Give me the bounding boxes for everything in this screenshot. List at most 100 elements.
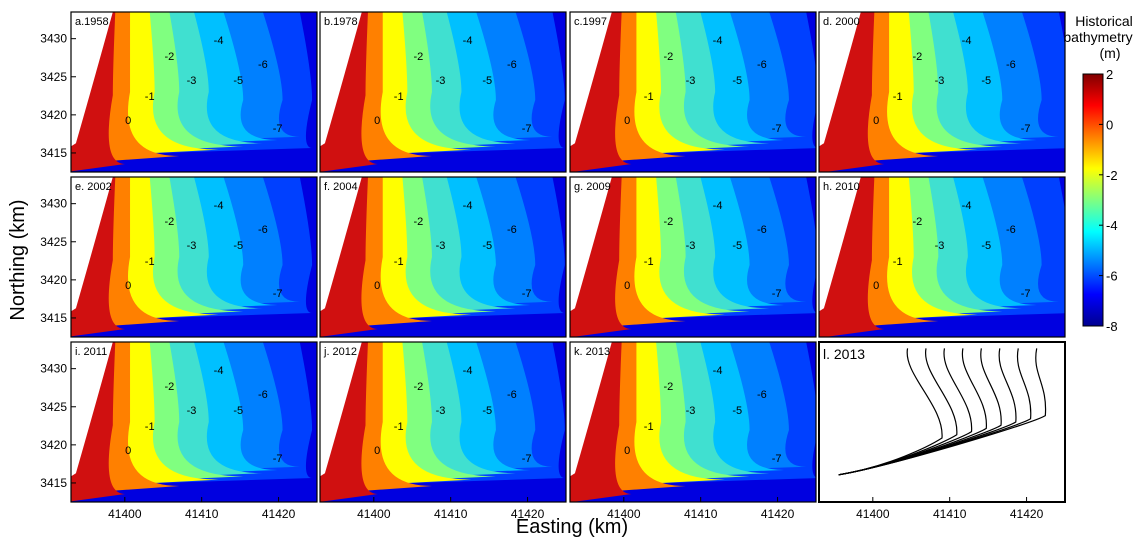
contour-label: 0: [125, 280, 131, 292]
contour-label: -6: [258, 389, 268, 401]
contour-label: -2: [164, 216, 174, 228]
contour-label: -1: [893, 91, 903, 103]
contour-label: -7: [522, 123, 532, 135]
panel-title: b.1978: [324, 16, 358, 28]
land-region: [71, 12, 113, 147]
colorbar-tick-label: -6: [1106, 269, 1118, 284]
colorbar-title-line-1: Historical: [1075, 13, 1133, 29]
panel-9: -1 -2 -3 -4 -5 -6 -7 0 i. 2011 3415 3420 3425 3430 41…: [40, 341, 318, 521]
contour-label: -7: [772, 288, 782, 300]
land-region: [570, 177, 612, 312]
contour-label: -1: [145, 256, 155, 268]
contour-label: -1: [394, 91, 404, 103]
y-tick-label: 3420: [40, 108, 67, 122]
contour-label: -7: [273, 288, 283, 300]
colorbar-title-line-2: bathymetry: [1063, 29, 1132, 45]
panel-1: -1 -2 -3 -4 -5 -6 -7 0 a.1958 3415 3420 3425 3430: [40, 11, 318, 173]
panel-title: j. 2012: [323, 346, 357, 358]
panel-frame: [319, 11, 567, 173]
colorbar-tick-label: 0: [1106, 117, 1113, 132]
y-tick-label: 3425: [40, 400, 67, 414]
panel-frame: [70, 341, 318, 503]
panel-title: a.1958: [75, 16, 109, 28]
panel-12: l. 2013 41400 41410 41420: [818, 341, 1066, 521]
land-region: [819, 12, 861, 147]
contour-label: -5: [732, 405, 742, 417]
colorbar-title-line-3: (m): [1100, 45, 1121, 61]
contour-label: -2: [164, 51, 174, 63]
panel-title: k. 2013: [574, 346, 610, 358]
x-tick-label: 41400: [607, 507, 641, 521]
contour-label: -3: [187, 405, 197, 417]
contour-label: -7: [522, 453, 532, 465]
contour-label: 0: [374, 280, 380, 292]
x-axis-label: Easting (km): [516, 516, 628, 538]
x-tick-label: 41400: [357, 507, 391, 521]
contour-label: -7: [772, 123, 782, 135]
panel-10: -1 -2 -3 -4 -5 -6 -7 0 j. 2012 41400 41410 41420: [319, 341, 567, 521]
colorbar-bar: [1082, 73, 1104, 327]
contour-label: -3: [686, 240, 696, 252]
contour-label: -3: [187, 75, 197, 87]
panel-4: -1 -2 -3 -4 -5 -6 -7 0 d. 2000: [818, 11, 1066, 173]
contour-label: -6: [507, 389, 517, 401]
panel-title: c.1997: [574, 16, 607, 28]
contour-label: -2: [663, 51, 673, 63]
panel-title: h. 2010: [823, 181, 860, 193]
panel-frame: [818, 176, 1066, 338]
contour-label: -1: [145, 421, 155, 433]
y-tick-label: 3425: [40, 235, 67, 249]
panel-3: -1 -2 -3 -4 -5 -6 -7 0 c.1997: [569, 11, 817, 173]
contour-label: -4: [962, 35, 972, 47]
panel-frame: [569, 176, 817, 338]
x-tick-label: 41420: [1010, 507, 1044, 521]
colorbar-tick-label: 2: [1106, 67, 1113, 82]
x-tick-label: 41400: [108, 507, 142, 521]
contour-label: -4: [713, 365, 723, 377]
colorbar-tick-label: -2: [1106, 168, 1118, 183]
panel-8: -1 -2 -3 -4 -5 -6 -7 0 h. 2010: [818, 176, 1066, 338]
contour-label: -5: [482, 240, 492, 252]
contour-label: -3: [436, 405, 446, 417]
contour-label: -6: [757, 59, 767, 71]
contour-label: -1: [893, 256, 903, 268]
y-tick-label: 3430: [40, 32, 67, 46]
contour-label: -3: [686, 405, 696, 417]
panel-frame: [818, 11, 1066, 173]
contour-label: -5: [482, 75, 492, 87]
panel-title: d. 2000: [823, 16, 860, 28]
contour-label: -5: [482, 405, 492, 417]
panel-frame: [319, 176, 567, 338]
contour-label: -3: [436, 75, 446, 87]
panel-6: -1 -2 -3 -4 -5 -6 -7 0 f. 2004: [319, 176, 567, 338]
y-tick-label: 3430: [40, 197, 67, 211]
contour-label: -7: [1021, 288, 1031, 300]
x-tick-label: 41410: [185, 507, 219, 521]
land-region: [320, 12, 362, 147]
panel-frame: [818, 341, 1066, 503]
contour-label: -6: [507, 59, 517, 71]
contour-label: -6: [757, 389, 767, 401]
contour-label: -4: [713, 35, 723, 47]
land-region: [71, 342, 113, 477]
panel-title: f. 2004: [324, 181, 358, 193]
contour-label: -6: [1006, 224, 1016, 236]
contour-label: -2: [413, 216, 423, 228]
contour-label: -2: [912, 216, 922, 228]
contour-label: 0: [624, 115, 630, 127]
panel-frame: [319, 341, 567, 503]
contour-label: -6: [507, 224, 517, 236]
contour-label: -1: [145, 91, 155, 103]
panel-grid: -1-2-3-4-5-6-70a.19583415342034253430-1-…: [40, 11, 1066, 521]
contour-line: [838, 348, 1047, 476]
contour-label: -3: [935, 240, 945, 252]
contour-label: -2: [663, 381, 673, 393]
contour-label: 0: [374, 445, 380, 457]
panel-title: l. 2013: [823, 346, 865, 362]
panel-frame: [569, 341, 817, 503]
contour-label: 0: [873, 115, 879, 127]
contour-label: -5: [732, 75, 742, 87]
panel-frame: [70, 176, 318, 338]
contour-label: -4: [463, 200, 473, 212]
